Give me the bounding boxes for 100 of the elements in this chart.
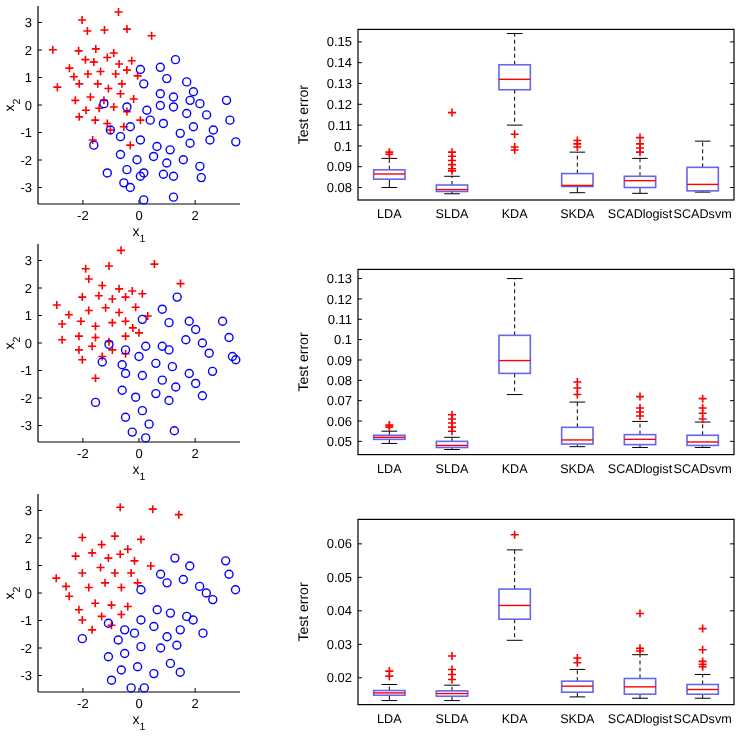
point [127,427,137,437]
point [221,95,232,106]
point [77,15,87,25]
point [197,391,208,401]
point [224,569,234,579]
point [164,395,174,406]
point [135,64,146,75]
point [120,368,131,379]
point [52,300,62,310]
point [181,77,192,87]
point [167,361,178,372]
point [207,366,218,377]
point [90,397,101,408]
point [196,172,206,183]
point [155,643,166,653]
point [116,665,127,675]
point [127,286,138,296]
point [119,178,129,188]
point [170,553,180,563]
point [185,138,195,148]
point [83,274,94,284]
point [175,625,185,635]
point [188,87,199,97]
point [113,635,123,645]
point [152,605,162,615]
point [181,108,192,119]
point [81,105,91,116]
point [90,115,101,125]
point [162,578,172,588]
point [48,44,58,55]
point [74,604,84,615]
point [181,611,192,622]
point [137,370,148,381]
point [181,335,191,345]
point [57,334,67,345]
point [197,338,208,348]
point [114,59,124,69]
point [188,122,199,132]
point [157,341,167,351]
point [168,192,179,202]
point [141,341,151,351]
point [225,115,235,125]
point [132,662,143,672]
point [108,102,119,112]
point [122,65,132,75]
point [178,155,189,165]
point [168,92,179,102]
point [231,355,241,365]
point [90,598,101,608]
point [74,331,84,341]
point [158,169,169,179]
point [139,683,150,693]
point [135,135,146,145]
point [102,168,112,178]
point [165,608,176,618]
point [201,588,212,598]
point [158,118,169,129]
point [119,121,129,132]
point [76,316,86,327]
point [108,48,119,58]
point [142,105,152,115]
point [152,141,162,152]
point [145,561,156,571]
point [106,675,117,685]
point [190,324,201,335]
point [157,304,167,314]
point [145,115,155,125]
point [74,345,84,355]
point [165,658,176,669]
point [151,388,161,399]
point [115,549,125,560]
point [164,317,174,328]
point [155,89,166,99]
point [175,128,185,139]
point [104,261,114,271]
point [87,625,97,635]
point [125,182,135,193]
point [172,640,182,650]
point [148,151,159,162]
point [185,561,195,571]
point [136,641,146,652]
point [51,573,62,583]
point [115,502,125,512]
point [188,615,198,625]
point [170,54,181,65]
point [201,110,212,120]
point [74,112,85,122]
point [137,314,148,325]
point [184,368,194,379]
point [155,100,166,111]
point [220,556,231,566]
point [217,316,228,326]
point [178,574,189,585]
point [120,412,131,422]
point [162,158,172,168]
point [149,621,159,632]
point [208,125,219,135]
point [164,345,174,355]
point [110,531,120,541]
point [83,69,93,79]
